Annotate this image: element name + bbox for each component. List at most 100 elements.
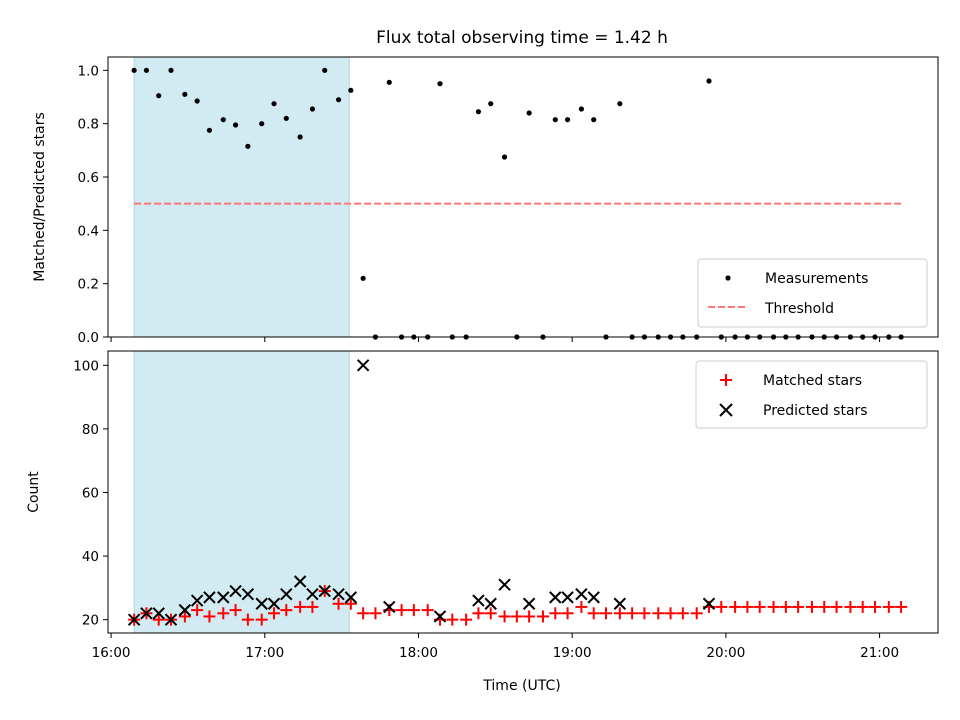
matched-star-point (652, 607, 665, 620)
matched-star-point (676, 607, 689, 620)
matched-star-point (690, 607, 703, 620)
legend-matched-label: Matched stars (763, 373, 862, 389)
matched-star-point (753, 600, 766, 613)
measurement-point (526, 110, 532, 116)
measurement-point (220, 117, 226, 123)
measurement-point (194, 98, 200, 104)
bottom-panel: 20 40 60 80 100 16:00 17:00 18:00 19:00 20:00 21:… (26, 350, 939, 694)
matched-star-point (498, 610, 511, 623)
matched-star-point (178, 610, 191, 623)
measurement-point (360, 275, 366, 281)
measurement-point (386, 79, 392, 85)
measurement-point (335, 97, 342, 103)
measurement-point (131, 67, 137, 73)
x-tick-label: 19:00 (553, 645, 592, 661)
measurement-point (591, 117, 597, 123)
matched-star-point (395, 604, 408, 617)
predicted-star-point (433, 610, 447, 623)
bottom-legend-box (695, 360, 928, 429)
measurement-point (156, 93, 162, 99)
matched-star-point (357, 607, 370, 620)
legend-predicted-marker (719, 403, 733, 417)
measurement-point (706, 78, 712, 84)
matched-star-point (868, 600, 881, 613)
matched-star-point (191, 604, 204, 617)
top-y-tick-label: 0.4 (78, 223, 99, 239)
predicted-star-point (549, 591, 562, 604)
x-tick-label: 20:00 (706, 645, 745, 661)
matched-star-point (587, 607, 600, 620)
predicted-star-point (702, 597, 716, 610)
matched-star-point (729, 600, 742, 613)
matched-star-point (549, 607, 562, 620)
predicted-star-point (383, 600, 396, 614)
x-tick-label: 16:00 (92, 645, 131, 661)
matched-star-point (421, 604, 434, 617)
matched-star-point (664, 607, 677, 620)
matched-star-point (741, 600, 754, 613)
matched-star-point (844, 600, 857, 613)
measurement-point (168, 67, 174, 73)
matched-star-point (856, 600, 869, 613)
legend-predicted-label: Predicted stars (763, 403, 868, 419)
predicted-star-point (472, 594, 485, 607)
matched-star-point (280, 604, 293, 617)
x-tick-label: 21:00 (860, 645, 899, 661)
matched-star-point (152, 613, 165, 626)
matched-star-point (626, 607, 639, 620)
legend-matched-marker (720, 374, 732, 386)
matched-star-point (484, 607, 497, 620)
matched-star-point (255, 613, 268, 626)
predicted-star-point (293, 575, 307, 588)
matched-star-point (715, 600, 728, 613)
matched-star-point (294, 600, 307, 613)
matched-star-point (369, 607, 382, 620)
measurement-point (322, 67, 328, 73)
predicted-star-point (140, 607, 153, 620)
predicted-star-point (229, 584, 242, 598)
measurement-point (309, 106, 316, 112)
bottom-y-tick-label: 60 (82, 485, 99, 501)
predicted-star-point (241, 588, 255, 601)
top-legend: Measurements Threshold (697, 258, 928, 328)
predicted-star-point (203, 591, 216, 604)
predicted-star-point (306, 588, 319, 601)
bottom-legend: Matched stars Predicted stars (695, 360, 928, 429)
chart-title: Flux total observing time = 1.42 h (376, 28, 668, 48)
matched-star-point (446, 613, 459, 626)
measurement-point (271, 101, 277, 107)
bottom-y-tick-label: 100 (73, 358, 99, 374)
top-axes-frame (107, 56, 939, 338)
predicted-star-point (164, 613, 178, 626)
measurement-point (283, 115, 289, 121)
top-y-axis-title: Matched/Predicted stars (32, 112, 48, 282)
matched-star-point (523, 610, 536, 623)
measurement-point (475, 109, 482, 115)
predicted-star-point (332, 588, 345, 601)
predicted-star-point (522, 597, 536, 610)
measurement-point (143, 67, 150, 73)
predicted-star-point (280, 588, 293, 601)
predicted-star-point (217, 591, 230, 604)
matched-star-point (792, 600, 805, 613)
matched-star-point (344, 597, 357, 610)
matched-star-point (575, 600, 588, 613)
matched-star-point (510, 610, 523, 623)
bottom-y-tick-label: 80 (82, 422, 99, 438)
top-y-tick-label: 0.2 (78, 277, 99, 293)
predicted-star-point (484, 597, 497, 610)
top-y-tick-label: 0.6 (78, 170, 99, 186)
measurement-point (437, 81, 443, 87)
legend-measurements-marker (725, 275, 731, 281)
predicted-star-point (127, 613, 141, 626)
measurement-point (245, 143, 251, 149)
legend-threshold-label: Threshold (764, 301, 834, 317)
measurement-point (348, 87, 354, 93)
matched-star-point (241, 613, 254, 626)
matched-star-point (268, 607, 280, 620)
predicted-star-point (613, 597, 627, 610)
measurement-point (232, 122, 239, 128)
measurement-point (488, 101, 494, 107)
matched-star-point (882, 600, 895, 613)
measurement-point (182, 91, 188, 97)
